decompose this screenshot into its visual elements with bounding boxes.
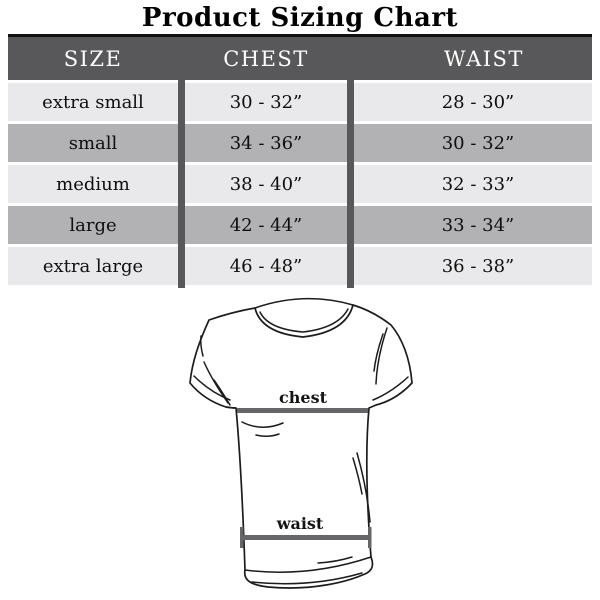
sizing-table: SIZE CHEST WAIST extra small 30 - 32” 28…: [8, 34, 592, 288]
cell-waist: 36 - 38”: [441, 255, 515, 277]
tshirt-outline: [189, 304, 413, 589]
table-row: extra large 46 - 48” 36 - 38”: [8, 247, 592, 285]
tshirt-illustration: chest waist: [189, 297, 413, 589]
cell-size: extra large: [42, 255, 144, 277]
cell-chest: 34 - 36”: [229, 132, 303, 154]
cell-waist: 30 - 32”: [441, 132, 515, 154]
waist-measure-bar: [241, 535, 371, 540]
chest-label: chest: [279, 388, 328, 407]
waist-bar-right-cap: [368, 527, 372, 548]
table-row: medium 38 - 40” 32 - 33”: [8, 165, 592, 203]
cell-waist: 32 - 33”: [441, 173, 515, 195]
cell-size: medium: [56, 173, 130, 195]
table-body: extra small 30 - 32” 28 - 30” small 34 -…: [8, 80, 592, 288]
table-row: small 34 - 36” 30 - 32”: [8, 124, 592, 162]
cell-size: extra small: [42, 91, 144, 113]
cell-waist: 28 - 30”: [441, 91, 515, 113]
cell-size: small: [68, 132, 118, 154]
column-header-chest: CHEST: [223, 46, 309, 71]
column-header-waist: WAIST: [444, 46, 524, 71]
cell-chest: 46 - 48”: [229, 255, 303, 277]
column-divider: [178, 80, 185, 288]
tshirt-detail-lines: [193, 297, 409, 585]
page-title: Product Sizing Chart: [141, 3, 459, 33]
cell-chest: 38 - 40”: [229, 173, 303, 195]
chest-measure-bar: [237, 408, 368, 413]
column-header-size: SIZE: [63, 46, 123, 71]
waist-label: waist: [276, 514, 324, 533]
cell-chest: 30 - 32”: [229, 91, 303, 113]
table-row: extra small 30 - 32” 28 - 30”: [8, 83, 592, 121]
column-divider: [347, 80, 354, 288]
cell-waist: 33 - 34”: [441, 214, 515, 236]
table-header-row: SIZE CHEST WAIST: [8, 37, 592, 80]
cell-chest: 42 - 44”: [229, 214, 303, 236]
cell-size: large: [69, 214, 117, 236]
table-row: large 42 - 44” 33 - 34”: [8, 206, 592, 244]
waist-bar-left-cap: [240, 527, 244, 548]
